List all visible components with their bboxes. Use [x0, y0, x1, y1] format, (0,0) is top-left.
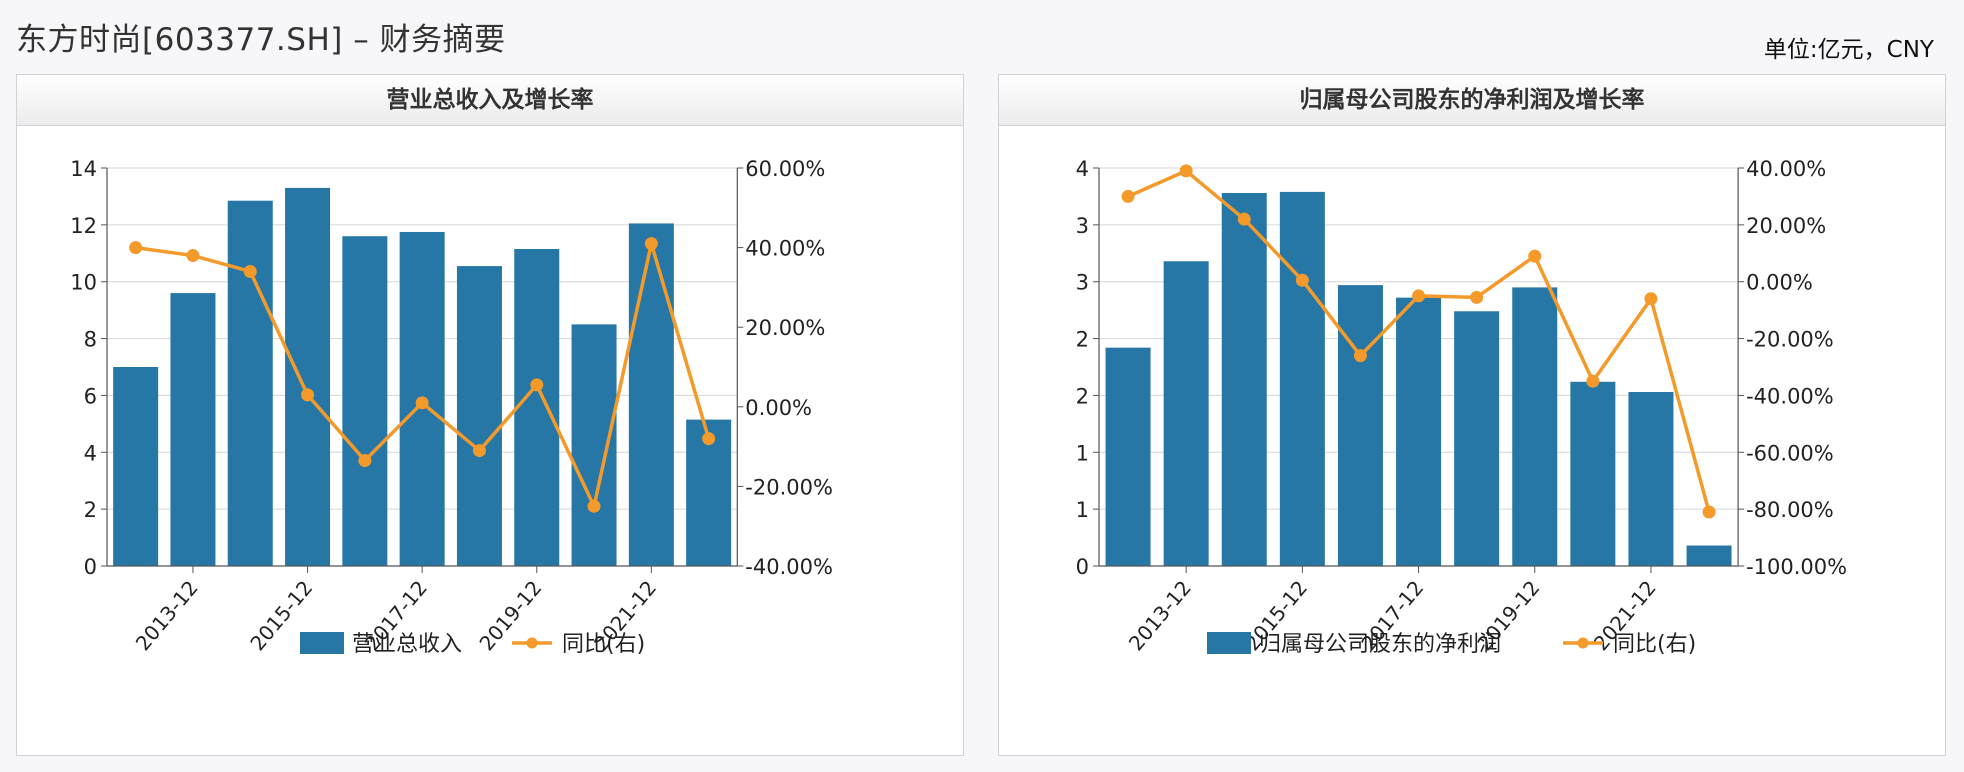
- x-tick-label: 2013-12: [1124, 576, 1196, 655]
- y-right-tick-label: -80.00%: [1746, 498, 1834, 522]
- y-right-tick-label: 60.00%: [745, 157, 825, 181]
- bar-2020-12: [1570, 381, 1616, 566]
- page-title: 东方时尚[603377.SH] – 财务摘要: [16, 22, 506, 58]
- bar-2013-12: [170, 293, 216, 566]
- y-left-tick-label: 0: [84, 555, 97, 579]
- y-right-tick-label: 0.00%: [1746, 271, 1813, 295]
- growth-point-2013-12: [186, 249, 200, 263]
- net-profit-chart: 0 1 1 2 2 3 3 4 -100.00% -80.00% -60.00% -40.00% -20…: [1076, 157, 1847, 657]
- legend-line-label: 同比(右): [562, 632, 645, 657]
- y-left-tick-label: 2: [84, 498, 97, 522]
- y-left-tick-label: 14: [70, 157, 97, 181]
- growth-point-2021-12: [644, 237, 658, 251]
- bar-2022-12: [1686, 545, 1732, 566]
- bar-2013-12: [1163, 261, 1209, 566]
- growth-point-2012-12: [129, 241, 143, 255]
- bar-2014-12: [227, 200, 273, 566]
- bar-2020-12: [571, 324, 617, 566]
- legend-bar-swatch: [300, 632, 344, 654]
- y-left-tick-label: 10: [70, 271, 97, 295]
- bar-2017-12: [1396, 297, 1442, 566]
- y-left-tick-label: 8: [84, 328, 97, 352]
- y-left-tick-label: 4: [84, 441, 97, 465]
- bar-2019-12: [514, 249, 560, 566]
- bar-2018-12: [456, 266, 502, 566]
- y-right-tick-label: -20.00%: [1746, 328, 1834, 352]
- growth-point-2016-12: [358, 454, 372, 468]
- growth-point-2020-12: [587, 499, 601, 513]
- y-left-tick-label: 3: [1076, 214, 1089, 238]
- bar-2014-12: [1221, 193, 1267, 566]
- growth-point-2017-12: [415, 396, 429, 410]
- y-right-tick-label: -40.00%: [745, 555, 833, 579]
- y-right-tick-label: -100.00%: [1746, 555, 1847, 579]
- legend-bar-label: 归属母公司股东的净利润: [1259, 632, 1501, 657]
- bar-2012-12: [1105, 347, 1151, 566]
- y-left-tick-label: 3: [1076, 271, 1089, 295]
- growth-point-2014-12: [243, 264, 257, 278]
- growth-point-2022-12: [702, 432, 716, 446]
- chart-title-net-profit: 归属母公司股东的净利润及增长率: [999, 75, 1945, 126]
- x-tick-label: 2013-12: [131, 576, 203, 655]
- growth-point-2019-12: [530, 378, 544, 392]
- y-left-tick-label: 2: [1076, 328, 1089, 352]
- y-right-tick-label: 20.00%: [1746, 214, 1826, 238]
- legend-bar-label: 营业总收入: [352, 632, 462, 657]
- growth-point-2015-12: [301, 388, 315, 402]
- y-left-tick-label: 1: [1076, 498, 1089, 522]
- y-right-tick-label: -20.00%: [745, 475, 833, 499]
- y-left-tick-label: 4: [1076, 157, 1089, 181]
- growth-point-2018-12: [1470, 290, 1484, 304]
- y-left-tick-label: 6: [84, 384, 97, 408]
- growth-point-2019-12: [1528, 249, 1542, 263]
- bar-2016-12: [1337, 285, 1383, 566]
- revenue-chart: 0 2 4 6 8 10 12 14 -40.00% -20.00% 0.00% 20.00% 40.0…: [70, 157, 833, 657]
- growth-point-2018-12: [472, 444, 486, 458]
- bar-2018-12: [1454, 311, 1500, 566]
- bar-2021-12: [1628, 392, 1674, 566]
- y-right-tick-label: 0.00%: [745, 396, 812, 420]
- bar-2019-12: [1512, 287, 1558, 566]
- y-left-tick-label: 0: [1076, 555, 1089, 579]
- growth-point-2020-12: [1586, 374, 1600, 388]
- unit-label: 单位:亿元，CNY: [1763, 37, 1934, 63]
- growth-point-2013-12: [1179, 164, 1193, 178]
- y-left-tick-label: 1: [1076, 441, 1089, 465]
- growth-point-2014-12: [1237, 212, 1251, 226]
- growth-point-2016-12: [1353, 349, 1367, 363]
- y-right-tick-label: 20.00%: [745, 316, 825, 340]
- growth-point-2017-12: [1412, 289, 1426, 303]
- growth-point-2021-12: [1644, 292, 1658, 306]
- bar-2021-12: [628, 223, 674, 566]
- growth-point-2012-12: [1121, 189, 1135, 203]
- bar-2015-12: [285, 187, 331, 566]
- growth-point-2015-12: [1295, 273, 1309, 287]
- bar-2015-12: [1279, 191, 1325, 566]
- y-right-tick-label: 40.00%: [745, 237, 825, 261]
- legend-line-label: 同比(右): [1613, 632, 1696, 657]
- legend-bar-swatch: [1207, 632, 1251, 654]
- y-right-tick-label: -60.00%: [1746, 441, 1834, 465]
- legend-line-marker: [526, 637, 538, 649]
- legend-line-marker: [1577, 637, 1589, 649]
- bar-2012-12: [113, 367, 159, 566]
- y-left-tick-label: 2: [1076, 384, 1089, 408]
- net-profit-chart-panel: 归属母公司股东的净利润及增长率 0 1 1 2 2 3 3 4 -100.00% -80.00% -…: [998, 74, 1946, 756]
- bar-2016-12: [342, 236, 388, 566]
- chart-title-revenue: 营业总收入及增长率: [17, 75, 963, 126]
- y-left-tick-label: 12: [70, 214, 97, 238]
- growth-point-2022-12: [1702, 505, 1716, 519]
- y-right-tick-label: 40.00%: [1746, 157, 1826, 181]
- y-right-tick-label: -40.00%: [1746, 384, 1834, 408]
- revenue-chart-panel: 营业总收入及增长率 0 2 4 6 8 10 12 14 -40.00% -20.00% 0.00%…: [16, 74, 964, 756]
